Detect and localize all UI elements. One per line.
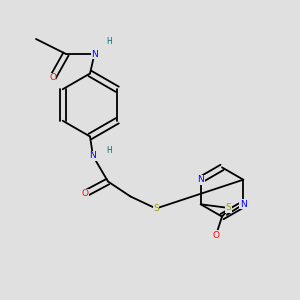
Text: N: N: [90, 152, 96, 160]
Text: N: N: [197, 175, 204, 184]
Text: S: S: [225, 203, 231, 212]
Text: O: O: [49, 74, 56, 82]
Text: H: H: [106, 146, 112, 155]
Text: H: H: [106, 38, 112, 46]
Text: O: O: [82, 189, 89, 198]
Text: O: O: [212, 231, 220, 240]
Text: N: N: [240, 200, 247, 209]
Text: N: N: [91, 50, 98, 58]
Text: S: S: [153, 204, 159, 213]
